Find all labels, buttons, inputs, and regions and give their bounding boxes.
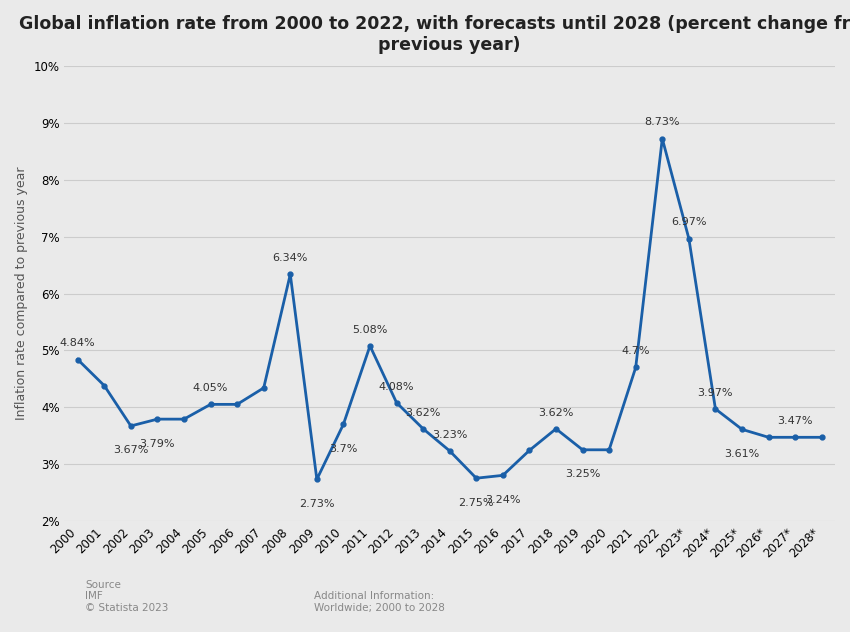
Text: 3.97%: 3.97% — [698, 388, 734, 398]
Text: Additional Information:
Worldwide; 2000 to 2028: Additional Information: Worldwide; 2000 … — [314, 592, 445, 613]
Title: Global inflation rate from 2000 to 2022, with forecasts until 2028 (percent chan: Global inflation rate from 2000 to 2022,… — [19, 15, 850, 54]
Text: 8.73%: 8.73% — [644, 118, 680, 128]
Text: 2.73%: 2.73% — [299, 499, 335, 509]
Text: 4.08%: 4.08% — [379, 382, 414, 392]
Text: 3.62%: 3.62% — [538, 408, 574, 418]
Text: Source
IMF
© Statista 2023: Source IMF © Statista 2023 — [85, 580, 168, 613]
Text: 3.62%: 3.62% — [405, 408, 441, 418]
Text: 2.75%: 2.75% — [458, 497, 494, 507]
Text: 3.23%: 3.23% — [432, 430, 468, 440]
Text: 4.05%: 4.05% — [193, 383, 229, 393]
Y-axis label: Inflation rate compared to previous year: Inflation rate compared to previous year — [15, 167, 28, 420]
Text: 3.47%: 3.47% — [778, 416, 813, 426]
Text: 4.84%: 4.84% — [60, 338, 95, 348]
Text: 3.67%: 3.67% — [113, 446, 149, 456]
Text: 3.7%: 3.7% — [329, 444, 358, 454]
Text: 6.97%: 6.97% — [672, 217, 706, 228]
Text: 3.24%: 3.24% — [485, 495, 520, 505]
Text: 4.7%: 4.7% — [621, 346, 650, 356]
Text: 5.08%: 5.08% — [352, 325, 388, 335]
Text: 6.34%: 6.34% — [273, 253, 308, 263]
Text: 3.25%: 3.25% — [565, 469, 600, 479]
Text: 3.61%: 3.61% — [724, 449, 760, 459]
Text: 3.79%: 3.79% — [139, 439, 175, 449]
